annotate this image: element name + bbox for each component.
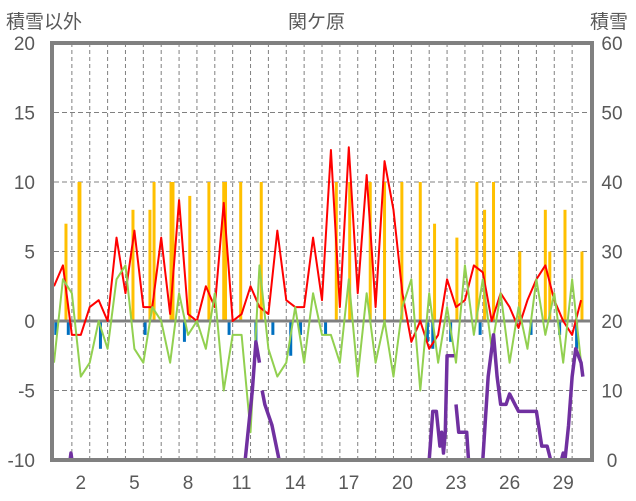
precip-bar — [152, 182, 156, 321]
left-tick-label: 20 — [14, 34, 35, 55]
sunshine-bar — [54, 321, 58, 335]
precip-bar — [259, 182, 263, 321]
right-tick-label: 20 — [601, 312, 622, 333]
left-tick-label: 10 — [14, 173, 35, 194]
left-tick-label: -10 — [8, 451, 35, 472]
x-tick-label: 2 — [76, 473, 87, 494]
sunshine-bar — [425, 321, 429, 342]
x-tick-label: 23 — [445, 473, 466, 494]
precip-bar — [368, 182, 372, 321]
x-tick-label: 11 — [232, 473, 252, 494]
x-tick-label: 26 — [499, 473, 520, 494]
precip-bar — [207, 182, 211, 321]
snow-series-line — [260, 354, 455, 462]
precip-bar — [492, 182, 496, 321]
precip-bar — [224, 182, 228, 321]
sunshine-bar — [431, 321, 435, 349]
x-tick-label: 17 — [338, 473, 359, 494]
right-tick-label: 10 — [601, 382, 622, 403]
left-tick-label: -5 — [18, 382, 35, 403]
precip-bar — [78, 182, 82, 321]
red-series-line — [53, 146, 583, 350]
precip-bar — [171, 182, 175, 321]
precip-bar — [131, 209, 135, 321]
right-axis-title: 積雪 — [590, 12, 629, 33]
right-tick-label: 30 — [601, 243, 622, 264]
x-tick-label: 29 — [553, 473, 574, 494]
right-tick-label: 50 — [601, 104, 622, 125]
precip-bar — [563, 209, 567, 321]
precip-bar — [433, 223, 437, 321]
sunshine-bar — [98, 321, 102, 349]
x-tick-label: 5 — [129, 473, 140, 494]
left-tick-label: 0 — [24, 312, 35, 333]
x-tick-label: 20 — [392, 473, 413, 494]
sunshine-bar — [271, 321, 275, 335]
left-tick-label: 15 — [14, 104, 35, 125]
x-tick-label: 8 — [183, 473, 194, 494]
sunshine-bar — [66, 321, 70, 335]
sunshine-bar — [227, 321, 231, 335]
sunshine-bar — [575, 321, 579, 349]
right-tick-label: 40 — [601, 173, 622, 194]
precip-bar — [518, 251, 522, 321]
sunshine-bar — [143, 321, 147, 335]
precip-bar — [455, 237, 459, 321]
right-tick-label: 60 — [601, 34, 622, 55]
left-axis-title: 積雪以外 — [6, 12, 83, 33]
precip-bar — [580, 251, 584, 321]
precip-bar — [169, 182, 173, 321]
left-tick-label: 5 — [24, 243, 35, 264]
precip-bar — [483, 209, 487, 321]
chart-title: 関ケ原 — [288, 12, 346, 33]
plot-border — [50, 41, 594, 462]
precip-bar — [383, 182, 387, 321]
x-tick-label: 14 — [285, 473, 307, 494]
precip-bar — [64, 223, 68, 321]
precip-bar — [188, 195, 192, 321]
precip-bar — [148, 209, 152, 321]
right-tick-label: 0 — [607, 451, 618, 472]
precip-bar — [475, 182, 479, 321]
precip-bar — [222, 182, 226, 321]
precip-bar — [239, 182, 243, 321]
sunshine-bar — [478, 321, 482, 335]
precip-bar — [348, 182, 352, 321]
sunshine-bar — [182, 321, 186, 342]
precip-bar — [400, 182, 404, 321]
sunshine-bar — [324, 321, 328, 335]
precip-bar — [418, 182, 422, 321]
sunshine-bar — [299, 321, 303, 335]
